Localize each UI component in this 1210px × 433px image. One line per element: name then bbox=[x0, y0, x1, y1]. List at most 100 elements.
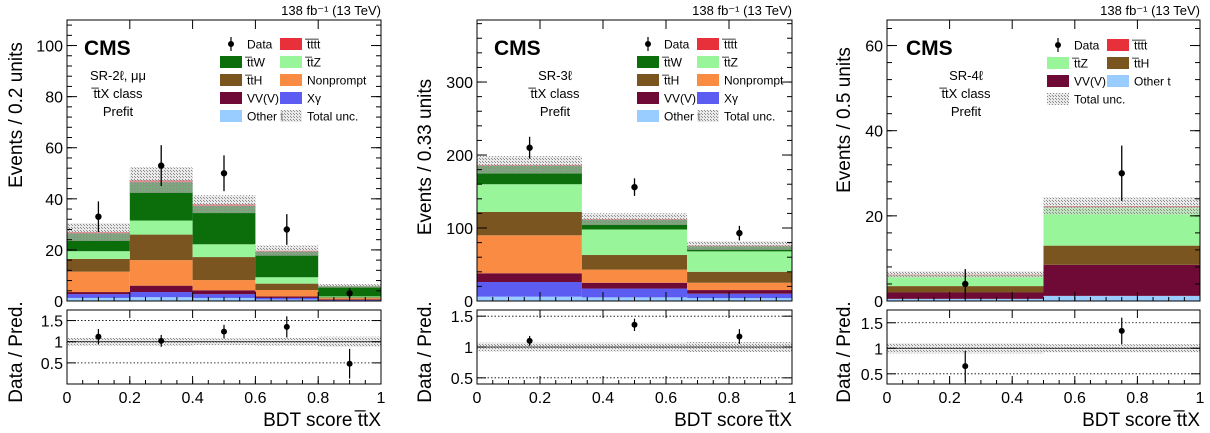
legend-swatch-ttz bbox=[697, 56, 719, 68]
y-tick-label: 300 bbox=[446, 75, 473, 92]
main-plot: 0 100 200 300 bbox=[446, 19, 793, 311]
region-line-1: SR-3ℓ bbox=[538, 68, 573, 83]
bar-vv-v- bbox=[1043, 264, 1200, 296]
legend-swatch-ttw bbox=[220, 56, 242, 68]
legend-label-xgamma: Xγ bbox=[307, 92, 321, 106]
legend-label-tttt: t̅tt̅t bbox=[305, 38, 321, 52]
x-tick-label: 0.6 bbox=[655, 390, 677, 407]
region-line-2: t̅tX class bbox=[528, 86, 580, 101]
legend-label-ttz: t̅tZ bbox=[305, 56, 321, 70]
legend-swatch-vv-v- bbox=[220, 92, 242, 104]
bar-ttz bbox=[192, 244, 256, 258]
y-axis-label: Events / 0.33 units bbox=[415, 79, 436, 235]
lumi-label: 138 fb⁻¹ (13 TeV) bbox=[1100, 3, 1200, 18]
bar-ttz bbox=[687, 251, 792, 272]
bar-nonprompt bbox=[687, 282, 792, 291]
legend-swatch-xgamma bbox=[280, 92, 302, 104]
ratio-y-tick-label: 0.5 bbox=[41, 356, 63, 373]
data-point bbox=[158, 162, 165, 169]
region-line-3: Prefit bbox=[103, 104, 134, 119]
ratio-point bbox=[95, 333, 102, 340]
ratio-plot: 0.5 1 1.5 0 0.2 0.4 0.6 0.8 1 bbox=[41, 309, 386, 407]
data-point bbox=[1118, 170, 1125, 177]
ratio-point bbox=[962, 363, 969, 370]
region-line-2: t̅tX class bbox=[91, 86, 143, 101]
ratio-point bbox=[221, 328, 227, 335]
data-point bbox=[220, 170, 228, 177]
bar-nonprompt bbox=[192, 280, 256, 291]
y-tick-label: 200 bbox=[446, 148, 473, 165]
legend-swatch-tttt bbox=[697, 38, 719, 50]
x-tick-label: 0.8 bbox=[307, 390, 329, 407]
ratio-y-tick-label: 0.5 bbox=[861, 367, 883, 384]
x-tick-label: 1 bbox=[1196, 390, 1205, 407]
legend-label-nonprompt: Nonprompt bbox=[724, 74, 784, 88]
region-line-2: t̅tX class bbox=[939, 86, 991, 101]
main-plot: 0 20 40 60 bbox=[865, 19, 1201, 311]
region-line-1: SR-2ℓ, μμ bbox=[90, 68, 146, 83]
y-tick-label: 60 bbox=[865, 39, 883, 56]
bar-other-t bbox=[687, 298, 792, 301]
bar-other-t bbox=[477, 296, 582, 301]
bar-tth bbox=[67, 258, 130, 272]
legend-swatch-other-t bbox=[220, 110, 242, 122]
bar-tth bbox=[477, 211, 582, 236]
legend-label-ttz: t̅tZ bbox=[1072, 57, 1088, 71]
ratio-y-tick-label: 1 bbox=[54, 335, 63, 352]
x-axis-label: BDT score t̅tX bbox=[674, 410, 792, 431]
y-axis-label: Events / 0.5 units bbox=[834, 47, 855, 193]
data-point bbox=[346, 290, 353, 297]
data-point bbox=[95, 213, 102, 220]
ratio-plot: 0.5 1 1.5 0 0.2 0.4 0.6 0.8 1 bbox=[451, 309, 797, 407]
bar-xgamma bbox=[687, 293, 792, 299]
legend-swatch-ttw bbox=[637, 56, 659, 68]
x-tick-label: 0.4 bbox=[1001, 390, 1023, 407]
ratio-point bbox=[1118, 327, 1125, 334]
legend-swatch-data-point bbox=[645, 41, 651, 47]
bar-nonprompt bbox=[477, 235, 582, 274]
legend-swatch-other-t bbox=[637, 110, 659, 122]
legend-label-total: Total unc. bbox=[724, 110, 775, 124]
legend-label-nonprompt: Nonprompt bbox=[307, 74, 367, 88]
y-tick-label: 0 bbox=[464, 294, 473, 311]
bar-tth bbox=[1043, 245, 1200, 265]
bar-nonprompt bbox=[255, 290, 319, 297]
bar-vv-v- bbox=[67, 292, 130, 295]
panel-sr4l: 138 fb⁻¹ (13 TeV) 0 20 40 60 CMS SR-4ℓ t̅tX… bbox=[834, 3, 1205, 431]
legend-label-other-t: Other t bbox=[664, 110, 701, 124]
bar-ttz bbox=[67, 251, 130, 259]
legend-swatch-xgamma bbox=[697, 92, 719, 104]
x-tick-label: 0.4 bbox=[592, 390, 614, 407]
x-tick-label: 0.2 bbox=[938, 390, 960, 407]
main-plot: 0 20 40 60 80 100 bbox=[36, 19, 382, 311]
legend-swatch-nonprompt bbox=[280, 74, 302, 86]
legend-label-tttt: t̅tt̅t bbox=[1132, 39, 1148, 53]
bar-tth bbox=[581, 255, 688, 270]
y-tick-label: 0 bbox=[874, 294, 883, 311]
x-tick-label: 1 bbox=[377, 390, 386, 407]
x-tick-label: 0.6 bbox=[244, 390, 266, 407]
legend-label-data: Data bbox=[247, 38, 273, 52]
bar-xgamma bbox=[192, 294, 256, 298]
ratio-y-tick-label: 0.5 bbox=[451, 371, 473, 388]
legend-label-tth: t̅tH bbox=[1132, 57, 1150, 71]
uncertainty-band bbox=[192, 195, 256, 214]
bar-ttw bbox=[255, 251, 319, 278]
data-point bbox=[962, 280, 969, 288]
legend-label-xgamma: Xγ bbox=[724, 92, 738, 106]
legend-label-tth: t̅tH bbox=[662, 74, 680, 88]
y-tick-label: 20 bbox=[865, 209, 883, 226]
bar-ttz bbox=[477, 184, 582, 212]
legend-swatch-vv-v- bbox=[1047, 75, 1069, 87]
ratio-point bbox=[283, 323, 290, 330]
x-tick-label: 0.2 bbox=[119, 390, 141, 407]
ratio-point bbox=[526, 337, 533, 344]
data-point bbox=[736, 229, 743, 237]
legend-label-vv-v-: VV(V) bbox=[1074, 75, 1106, 89]
bar-tth bbox=[687, 271, 792, 283]
legend-label-ttw: t̅tW bbox=[662, 56, 683, 70]
data-point bbox=[283, 226, 290, 233]
ratio-plot: 0.5 1 1.5 0 0.2 0.4 0.6 0.8 1 bbox=[861, 309, 1205, 407]
ratio-frame bbox=[66, 309, 382, 385]
